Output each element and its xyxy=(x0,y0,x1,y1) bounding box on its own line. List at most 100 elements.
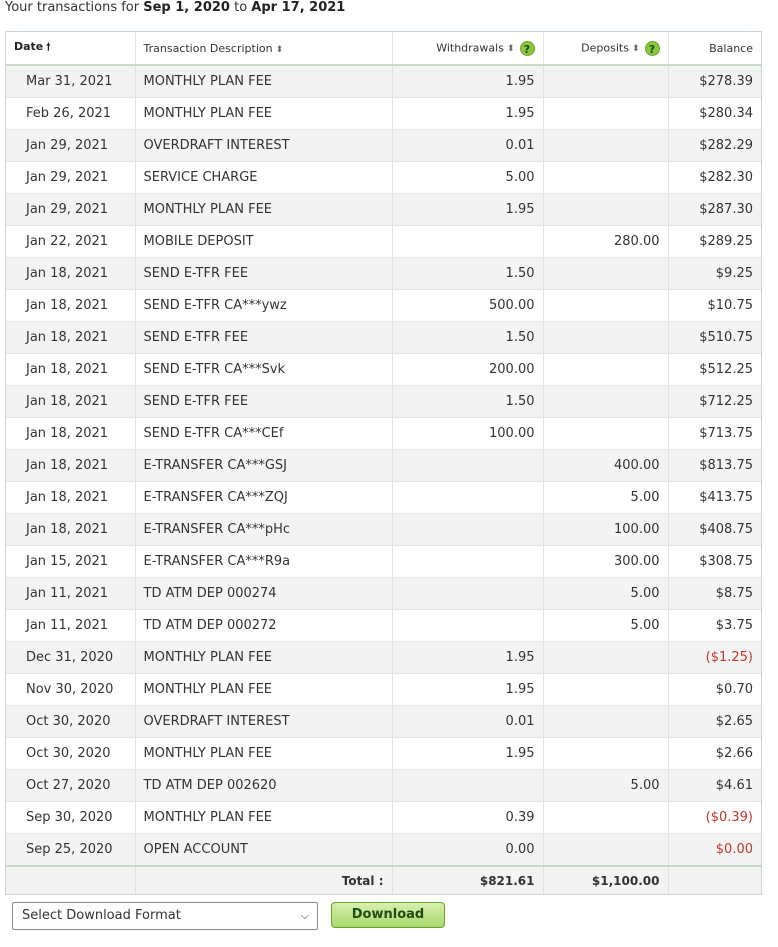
cell-description: SEND E-TFR FEE xyxy=(135,257,393,290)
title-prefix: Your transactions for xyxy=(5,0,140,15)
cell-withdrawal xyxy=(392,609,544,642)
table-row: Jan 11, 2021 TD ATM DEP 000274 5.00 $8.75 xyxy=(6,577,761,610)
cell-withdrawal: 1.50 xyxy=(392,385,544,418)
sort-icon: ⬍ xyxy=(275,44,284,55)
cell-deposit: 100.00 xyxy=(543,513,669,546)
cell-balance: $0.00 xyxy=(668,833,761,867)
cell-balance: $308.75 xyxy=(668,545,761,578)
cell-date: Jan 29, 2021 xyxy=(6,129,136,162)
cell-description: E-TRANSFER CA***R9a xyxy=(135,545,393,578)
cell-withdrawal: 1.95 xyxy=(392,193,544,226)
cell-withdrawal: 200.00 xyxy=(392,353,544,386)
cell-withdrawal xyxy=(392,481,544,514)
cell-description: OVERDRAFT INTEREST xyxy=(135,129,393,162)
cell-description: SEND E-TFR CA***Svk xyxy=(135,353,393,386)
cell-description: E-TRANSFER CA***pHc xyxy=(135,513,393,546)
cell-deposit xyxy=(543,417,669,450)
table-row: Feb 26, 2021 MONTHLY PLAN FEE 1.95 $280.34 xyxy=(6,97,761,130)
cell-date: Jan 11, 2021 xyxy=(6,609,136,642)
cell-description: MONTHLY PLAN FEE xyxy=(135,193,393,226)
table-row: Oct 27, 2020 TD ATM DEP 002620 5.00 $4.61 xyxy=(6,769,761,802)
table-row: Mar 31, 2021 MONTHLY PLAN FEE 1.95 $278.39 xyxy=(6,65,761,98)
cell-date: Jan 18, 2021 xyxy=(6,353,136,386)
cell-description: MONTHLY PLAN FEE xyxy=(135,801,393,834)
table-row: Jan 18, 2021 E-TRANSFER CA***ZQJ 5.00 $413.… xyxy=(6,481,761,514)
cell-balance: $2.66 xyxy=(668,737,761,770)
cell-deposit xyxy=(543,257,669,290)
cell-balance: $0.70 xyxy=(668,673,761,706)
column-header-date[interactable]: Date 🠕 xyxy=(6,32,136,66)
table-row: Jan 18, 2021 E-TRANSFER CA***GSJ 400.00 $81… xyxy=(6,449,761,482)
cell-date: Sep 25, 2020 xyxy=(6,833,136,867)
cell-withdrawal: 1.50 xyxy=(392,321,544,354)
cell-date: Nov 30, 2020 xyxy=(6,673,136,706)
table-row: Jan 29, 2021 SERVICE CHARGE 5.00 $282.30 xyxy=(6,161,761,194)
cell-balance: $287.30 xyxy=(668,193,761,226)
cell-deposit xyxy=(543,289,669,322)
cell-description: MONTHLY PLAN FEE xyxy=(135,673,393,706)
cell-withdrawal: 100.00 xyxy=(392,417,544,450)
cell-date: Jan 15, 2021 xyxy=(6,545,136,578)
cell-balance: $712.25 xyxy=(668,385,761,418)
cell-balance: $9.25 xyxy=(668,257,761,290)
cell-deposit xyxy=(543,97,669,130)
cell-description: TD ATM DEP 000272 xyxy=(135,609,393,642)
cell-date: Jan 18, 2021 xyxy=(6,289,136,322)
cell-description: E-TRANSFER CA***GSJ xyxy=(135,449,393,482)
page-title: Your transactions for Sep 1, 2020 to Apr… xyxy=(5,0,345,18)
cell-withdrawal: 1.95 xyxy=(392,97,544,130)
cell-date: Jan 18, 2021 xyxy=(6,385,136,418)
sort-icon: ⬍ xyxy=(506,44,515,54)
balance-header-label: Balance xyxy=(709,41,753,55)
table-row: Jan 18, 2021 SEND E-TFR FEE 1.50 $9.25 xyxy=(6,257,761,290)
cell-date: Jan 18, 2021 xyxy=(6,481,136,514)
table-row: Sep 30, 2020 MONTHLY PLAN FEE 0.39 ($0.39) xyxy=(6,801,761,834)
cell-date: Jan 29, 2021 xyxy=(6,161,136,194)
cell-description: SEND E-TFR CA***CEf xyxy=(135,417,393,450)
cell-deposit xyxy=(543,321,669,354)
cell-balance: $713.75 xyxy=(668,417,761,450)
cell-description: MONTHLY PLAN FEE xyxy=(135,65,393,98)
cell-balance: $510.75 xyxy=(668,321,761,354)
cell-deposit: 5.00 xyxy=(543,577,669,610)
total-label: Total : xyxy=(135,865,393,894)
table-row: Oct 30, 2020 OVERDRAFT INTEREST 0.01 $2.65 xyxy=(6,705,761,738)
cell-deposit xyxy=(543,641,669,674)
download-button[interactable]: Download xyxy=(331,902,445,928)
deposits-header-label: Deposits xyxy=(581,41,629,54)
cell-balance: ($0.39) xyxy=(668,801,761,834)
column-header-description[interactable]: Transaction Description ⬍ xyxy=(135,32,393,66)
cell-date: Mar 31, 2021 xyxy=(6,65,136,98)
cell-withdrawal: 1.95 xyxy=(392,673,544,706)
cell-date: Jan 18, 2021 xyxy=(6,321,136,354)
cell-balance: $10.75 xyxy=(668,289,761,322)
table-row: Jan 18, 2021 SEND E-TFR CA***ywz 500.00 $10… xyxy=(6,289,761,322)
cell-date: Jan 18, 2021 xyxy=(6,513,136,546)
help-icon[interactable]: ? xyxy=(644,40,660,56)
table-row: Oct 30, 2020 MONTHLY PLAN FEE 1.95 $2.66 xyxy=(6,737,761,770)
date-to: Apr 17, 2021 xyxy=(251,0,346,15)
table-row: Jan 18, 2021 E-TRANSFER CA***pHc 100.00 $40… xyxy=(6,513,761,546)
cell-balance: $280.34 xyxy=(668,97,761,130)
cell-date: Feb 26, 2021 xyxy=(6,97,136,130)
cell-date: Jan 29, 2021 xyxy=(6,193,136,226)
total-deposits: $1,100.00 xyxy=(543,865,669,894)
table-row: Jan 18, 2021 SEND E-TFR CA***Svk 200.00 $51… xyxy=(6,353,761,386)
transactions-table: Date 🠕 Transaction Description ⬍ Withdrawa… xyxy=(6,32,761,894)
help-icon[interactable]: ? xyxy=(519,40,535,56)
cell-deposit: 300.00 xyxy=(543,545,669,578)
cell-withdrawal xyxy=(392,225,544,258)
download-format-select[interactable]: Select Download Format ⌵ xyxy=(12,902,318,930)
table-row: Sep 25, 2020 OPEN ACCOUNT 0.00 $0.00 xyxy=(6,833,761,867)
column-header-withdrawals[interactable]: Withdrawals ⬍? xyxy=(392,32,544,66)
cell-deposit xyxy=(543,801,669,834)
column-header-deposits[interactable]: Deposits ⬍? xyxy=(543,32,669,66)
cell-deposit xyxy=(543,385,669,418)
cell-withdrawal xyxy=(392,449,544,482)
transactions-body: Mar 31, 2021 MONTHLY PLAN FEE 1.95 $278.39 F… xyxy=(6,65,761,867)
column-header-balance: Balance xyxy=(668,32,761,66)
cell-description: MONTHLY PLAN FEE xyxy=(135,737,393,770)
download-format-value: Select Download Format xyxy=(22,908,181,923)
cell-balance: $8.75 xyxy=(668,577,761,610)
cell-description: MONTHLY PLAN FEE xyxy=(135,97,393,130)
